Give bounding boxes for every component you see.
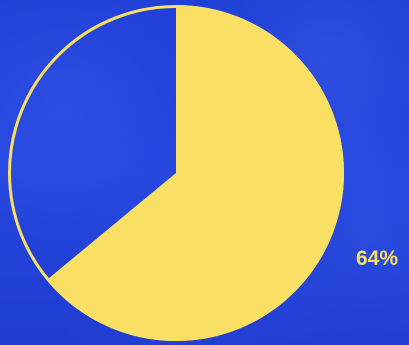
- percentage-label: 64%: [356, 247, 398, 270]
- pie-slice-64: [46, 5, 344, 341]
